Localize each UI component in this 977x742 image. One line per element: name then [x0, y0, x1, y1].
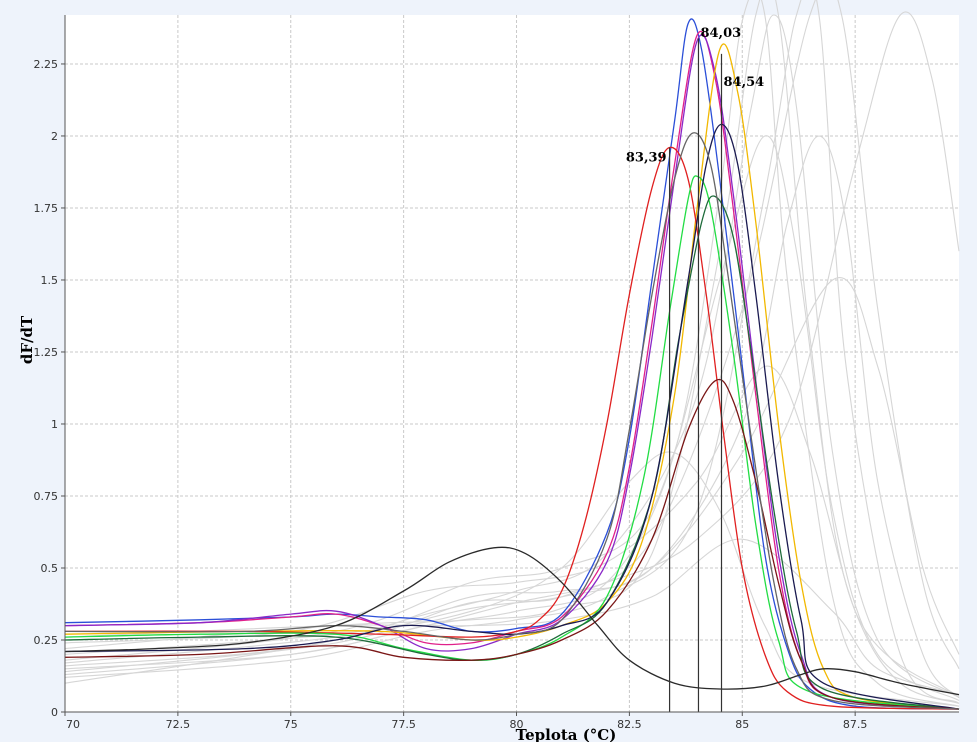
- peak-marker-label: 84,54: [724, 75, 765, 90]
- series-group: [64, 18, 960, 710]
- series-line: [64, 30, 960, 710]
- y-tick-label: 2.25: [34, 58, 59, 71]
- series-line: [64, 146, 960, 710]
- series-line: [64, 123, 960, 710]
- y-tick-label: 0.25: [34, 634, 59, 647]
- x-tick-label: 75: [284, 718, 298, 731]
- y-tick-label: 0.5: [41, 562, 59, 575]
- grid-lines: [65, 15, 959, 712]
- series-line: [64, 34, 960, 710]
- background-series-line: [64, 277, 960, 664]
- y-tick-label: 1.5: [41, 274, 59, 287]
- tick-labels: 70 72.5 75 77.5 80 82.5 85 87.5 0 0.25 0.5 0.75 1 1.2…: [34, 58, 868, 731]
- series-line: [64, 175, 960, 710]
- peak-marker-label: 83,39: [626, 150, 667, 165]
- x-tick-label: 87.5: [843, 718, 868, 731]
- y-axis-title: dF/dT: [18, 315, 36, 364]
- y-tick-label: 0: [51, 706, 58, 719]
- y-tick-label: 0.75: [34, 490, 59, 503]
- y-tick-label: 2: [51, 130, 58, 143]
- peak-marker-group: 83,39 84,03 84,54: [626, 26, 764, 712]
- series-line: [64, 546, 960, 696]
- x-tick-label: 80: [510, 718, 524, 731]
- peak-marker-label: 84,03: [700, 26, 741, 41]
- series-line: [64, 132, 960, 710]
- y-tick-label: 1: [51, 418, 58, 431]
- x-tick-label: 72.5: [166, 718, 191, 731]
- plot-area: [65, 15, 959, 712]
- x-tick-label: 82.5: [617, 718, 642, 731]
- series-line: [64, 18, 960, 710]
- y-tick-label: 1.25: [34, 346, 59, 359]
- background-series-line: [64, 135, 960, 698]
- x-axis-title: Teplota (°C): [516, 726, 617, 742]
- x-tick-label: 85: [735, 718, 749, 731]
- background-series-line: [64, 11, 960, 676]
- background-series-line: [64, 0, 960, 699]
- axes: [61, 15, 959, 716]
- series-line: [64, 378, 960, 710]
- x-tick-label: 70: [66, 718, 80, 731]
- background-series-line: [64, 14, 960, 699]
- y-tick-label: 1.75: [34, 202, 59, 215]
- x-tick-label: 77.5: [391, 718, 416, 731]
- background-series-line: [64, 135, 960, 701]
